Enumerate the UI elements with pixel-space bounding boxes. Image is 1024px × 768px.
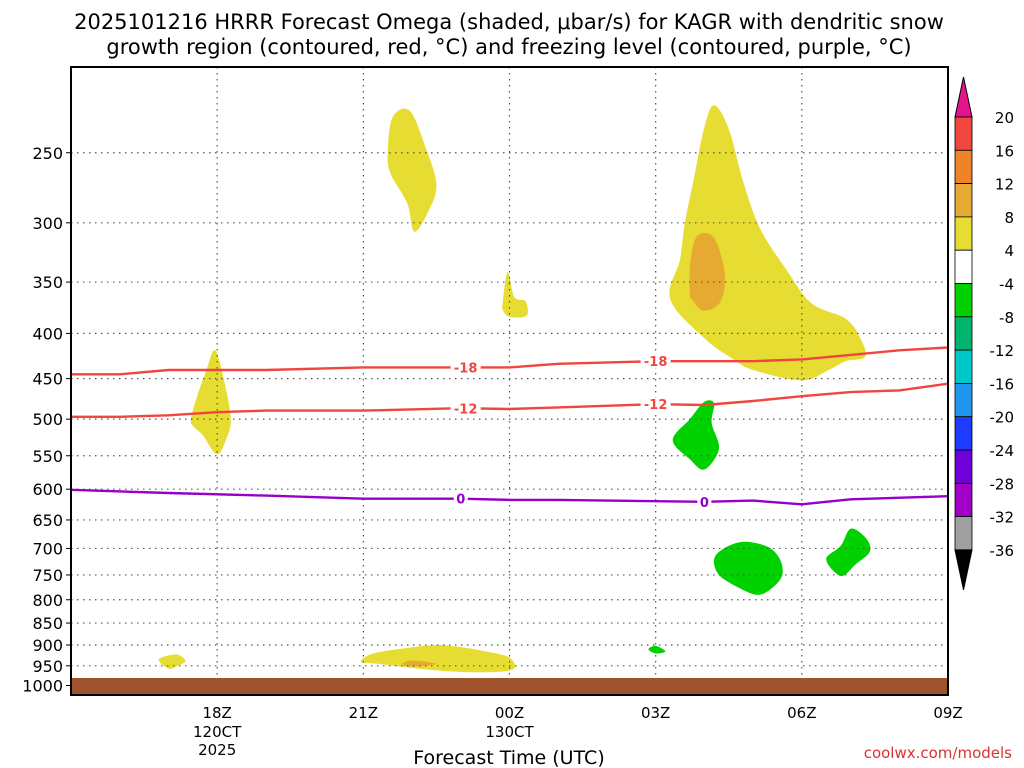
colorbar-band-7	[954, 349, 973, 384]
omega-region-lift-1716z-470mb	[190, 350, 231, 455]
omega-region-sink-0530z-730mb	[713, 541, 783, 595]
y-tick-label-350: 350	[32, 273, 63, 292]
credit-text: coolwx.com/models	[864, 744, 1012, 762]
contour-label-0-1: -18	[644, 355, 668, 370]
colorbar-band-10	[954, 449, 973, 484]
colorbar-label-10: -24	[990, 442, 1015, 460]
plot-frame	[70, 66, 949, 696]
x-tick-date-18Z: 120CT	[193, 723, 242, 741]
colorbar-label-5: -4	[999, 276, 1014, 294]
line-freezing-level-0C	[70, 488, 949, 506]
contour-label-0-0: -18	[454, 361, 478, 376]
omega-region-lift-2230z-945mb-core	[402, 660, 437, 667]
chart-title-line2: growth region (contoured, red, °C) and f…	[106, 35, 911, 59]
contour-label-1-0: -12	[454, 402, 478, 417]
colorbar-label-8: -16	[990, 375, 1015, 393]
colorbar-label-1: 16	[995, 142, 1014, 160]
x-tick-year-18Z: 2025	[198, 741, 236, 759]
omega-region-lift-0400z-340mb-core	[689, 232, 726, 311]
colorbar-label-11: -28	[990, 475, 1015, 493]
colorbar-label-0: 20	[995, 109, 1014, 127]
y-tick-label-700: 700	[32, 539, 63, 558]
omega-region-lift-2245z-940mb	[360, 644, 516, 673]
colorbar-label-13: -36	[990, 542, 1015, 560]
x-tick-label-06Z: 06Z	[787, 704, 816, 722]
y-tick-label-450: 450	[32, 370, 63, 389]
contour-label-bg-2-1	[697, 494, 712, 509]
chart-title-line1: 2025101216 HRRR Forecast Omega (shaded, …	[74, 10, 944, 34]
colorbar-label-7: -12	[990, 342, 1015, 360]
y-tick-label-900: 900	[32, 636, 63, 655]
x-tick-label-09Z: 09Z	[933, 704, 962, 722]
colorbar-band-8	[954, 382, 973, 418]
y-tick-label-950: 950	[32, 657, 63, 676]
x-tick-label-21Z: 21Z	[349, 704, 378, 722]
y-tick-label-750: 750	[32, 566, 63, 585]
colorbar-band-4	[954, 249, 973, 284]
y-tick-label-250: 250	[32, 144, 63, 163]
colorbar-band-3	[954, 216, 973, 251]
contour-label-bg-1-0	[450, 401, 481, 416]
contour-label-1-1: -12	[644, 398, 668, 413]
y-tick-label-1000: 1000	[22, 677, 63, 696]
omega-region-sink-0425z-540mb	[672, 400, 720, 470]
colorbar: 20 16 12 8 4 -4 -8 -12 -16 -20 -24 -28 -32 -36	[954, 76, 1015, 591]
x-tick-date-00Z: 130CT	[485, 723, 534, 741]
omega-region-lift-2135z-260mb	[387, 108, 437, 232]
omega-region-lift-0400z-360mb	[669, 105, 866, 381]
y-axis-labels: 250 300 350 400 450 500 550 600 650 700 750 800 850 9…	[22, 144, 71, 696]
colorbar-label-2: 12	[995, 176, 1014, 194]
line-isotherm--12C	[71, 382, 949, 418]
line-isotherm--18C	[71, 346, 949, 376]
colorbar-band-5	[954, 283, 973, 318]
y-tick-label-800: 800	[32, 591, 63, 610]
y-tick-label-400: 400	[32, 324, 63, 343]
y-tick-label-600: 600	[32, 480, 63, 499]
contour-label-2-1: 0	[700, 496, 709, 511]
y-tick-label-550: 550	[32, 447, 63, 466]
x-axis-title: Forecast Time (UTC)	[413, 747, 604, 768]
omega-region-sink-0645z-710mb	[826, 528, 871, 577]
colorbar-label-12: -32	[990, 509, 1015, 527]
ground-surface	[71, 678, 948, 695]
y-tick-label-300: 300	[32, 214, 63, 233]
omega-region-sink-0300z-910mb	[648, 645, 666, 654]
y-tick-label-500: 500	[32, 410, 63, 429]
x-tick-label-03Z: 03Z	[641, 704, 670, 722]
contour-label-bg-1-1	[640, 397, 671, 412]
x-tick-label-00Z: 00Z	[495, 704, 524, 722]
colorbar-label-9: -20	[990, 409, 1015, 427]
colorbar-band-9	[954, 416, 973, 451]
colorbar-label-4: 4	[1004, 242, 1014, 260]
omega-region-lift-2355z-360mb	[501, 272, 528, 318]
omega-shading	[158, 105, 871, 673]
colorbar-label-3: 8	[1004, 209, 1014, 227]
colorbar-label-6: -8	[999, 309, 1014, 327]
contour-label-bg-0-0	[450, 360, 481, 375]
contour-label-bg-0-1	[640, 354, 671, 369]
colorbar-band-0	[954, 116, 973, 151]
omega-region-lift-1715z-925mb	[158, 654, 186, 669]
isotherm-lines: -18 -18 -12 -12 0 0	[70, 346, 949, 511]
colorbar-band-6	[954, 316, 973, 351]
colorbar-band-11	[954, 482, 973, 517]
y-tick-label-850: 850	[32, 614, 63, 633]
y-tick-label-650: 650	[32, 511, 63, 530]
contour-label-bg-2-0	[453, 491, 468, 506]
colorbar-top-arrow	[954, 76, 973, 118]
colorbar-band-1	[954, 149, 973, 185]
contour-label-2-0: 0	[456, 493, 465, 508]
colorbar-band-12	[954, 516, 973, 551]
colorbar-band-2	[954, 183, 973, 218]
colorbar-bottom-arrow	[954, 549, 973, 591]
x-tick-label-18Z: 18Z	[202, 704, 231, 722]
